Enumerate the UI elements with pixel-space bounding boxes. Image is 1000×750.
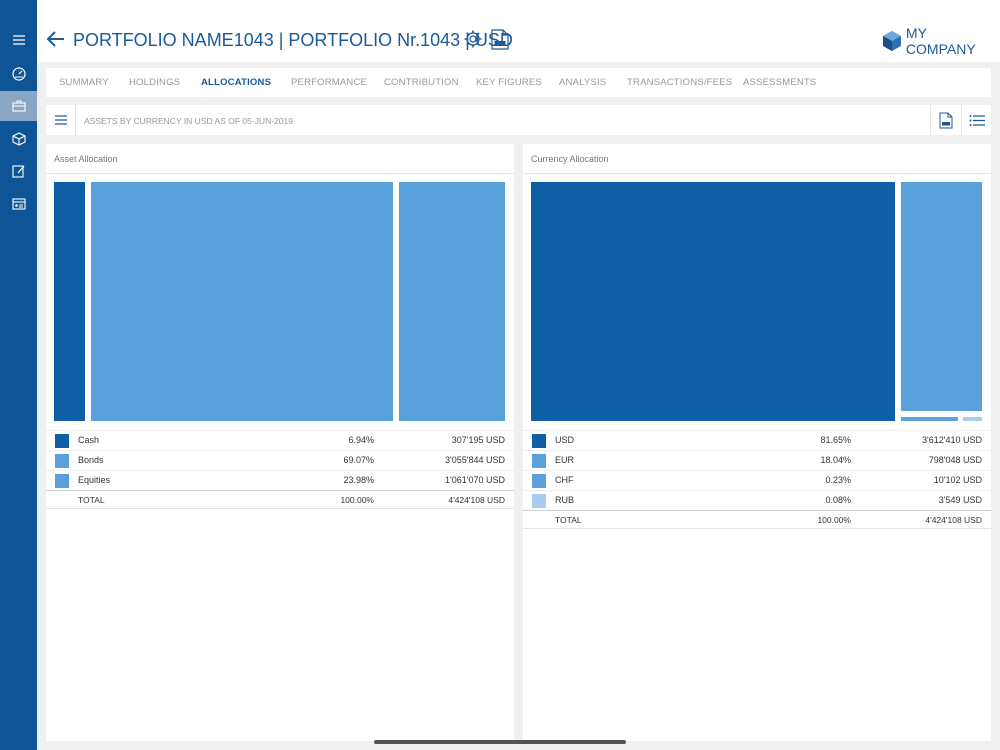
legend-swatch [532, 454, 546, 468]
legend-percent: 69.07% [343, 455, 374, 465]
briefcase-icon [11, 100, 26, 112]
hamburger-icon [54, 115, 67, 125]
company-name: MY COMPANY [905, 25, 976, 57]
cube-icon [11, 132, 26, 146]
panel-title: Currency Allocation [531, 154, 609, 164]
total-label: TOTAL [555, 515, 582, 525]
toolbar: ASSETS BY CURRENCY IN USD AS OF 05-JUN-2… [46, 105, 991, 135]
legend-swatch [55, 454, 69, 468]
id-card-icon [11, 198, 26, 210]
sidebar-item-portfolio[interactable] [0, 91, 37, 121]
sidebar-item-contacts[interactable] [0, 189, 37, 219]
treemap-tile-chf[interactable] [901, 417, 958, 421]
treemap-tile-eur[interactable] [901, 182, 982, 411]
legend-name: Bonds [78, 455, 104, 465]
total-value: 4'424'108 USD [925, 515, 982, 525]
treemap-tile-equities[interactable] [399, 182, 505, 421]
tab-analysis[interactable]: ANALYSIS [559, 77, 607, 88]
legend-percent: 81.65% [820, 435, 851, 445]
legend-row[interactable]: CHF 0.23% 10'102 USD [523, 470, 991, 489]
company-logo: MY COMPANY [881, 25, 1000, 57]
filter-menu-button[interactable] [46, 105, 76, 135]
legend-swatch [532, 474, 546, 488]
legend-swatch [55, 434, 69, 448]
pdf-export-icon[interactable] [491, 29, 509, 50]
menu-icon [12, 35, 25, 45]
total-percent: 100.00% [340, 495, 374, 505]
legend-swatch [532, 434, 546, 448]
total-row: TOTAL 100.00% 4'424'108 USD [46, 490, 514, 509]
currency-allocation-panel: Currency Allocation USD 81.65% 3'612'410… [523, 144, 991, 741]
tab-transactions-fees[interactable]: TRANSACTIONS/FEES [627, 77, 733, 88]
asset-treemap [54, 182, 506, 422]
legend-value: 3'549 USD [938, 495, 982, 505]
legend-percent: 23.98% [343, 475, 374, 485]
list-icon [969, 114, 985, 126]
legend-row[interactable]: EUR 18.04% 798'048 USD [523, 450, 991, 469]
home-indicator [374, 740, 626, 744]
legend-percent: 0.23% [825, 475, 851, 485]
tab-bar: SUMMARY HOLDINGS ALLOCATIONS PERFORMANCE… [46, 68, 991, 97]
legend-percent: 18.04% [820, 455, 851, 465]
treemap-tile-usd[interactable] [531, 182, 895, 421]
menu-button[interactable] [0, 25, 37, 55]
legend-value: 798'048 USD [928, 455, 982, 465]
legend-value: 3'612'410 USD [922, 435, 982, 445]
back-arrow-icon[interactable] [45, 28, 67, 50]
sidebar-item-orders[interactable] [0, 156, 37, 186]
tab-allocations[interactable]: ALLOCATIONS [201, 77, 272, 88]
pdf-icon [939, 112, 952, 128]
legend-row[interactable]: Bonds 69.07% 3'055'844 USD [46, 450, 514, 469]
list-view-button[interactable] [961, 105, 991, 135]
sidebar-item-products[interactable] [0, 124, 37, 154]
tab-performance[interactable]: PERFORMANCE [291, 77, 368, 88]
sidebar [0, 0, 37, 750]
treemap-tile-bonds[interactable] [91, 182, 393, 421]
legend-row[interactable]: Equities 23.98% 1'061'070 USD [46, 470, 514, 489]
legend-name: Cash [78, 435, 100, 445]
legend-value: 1'061'070 USD [445, 475, 505, 485]
legend-value: 10'102 USD [933, 475, 982, 485]
treemap-tile-rub[interactable] [963, 417, 982, 421]
tab-contribution[interactable]: CONTRIBUTION [384, 77, 459, 88]
company-logo-icon [882, 31, 901, 51]
legend-name: CHF [555, 475, 574, 485]
legend-row[interactable]: Cash 6.94% 307'195 USD [46, 430, 514, 449]
legend-swatch [55, 474, 69, 488]
header: PORTFOLIO NAME1043 | PORTFOLIO Nr.1043 |… [37, 0, 1000, 62]
dashboard-icon [11, 67, 26, 81]
page-title: PORTFOLIO NAME1043 | PORTFOLIO Nr.1043 |… [73, 30, 513, 50]
legend-name: EUR [555, 455, 575, 465]
sidebar-item-dashboard[interactable] [0, 59, 37, 89]
legend-name: RUB [555, 495, 575, 505]
total-value: 4'424'108 USD [448, 495, 505, 505]
legend-name: Equities [78, 475, 111, 485]
asset-allocation-panel: Asset Allocation Cash 6.94% 307'195 USD … [46, 144, 514, 741]
tab-key-figures[interactable]: KEY FIGURES [476, 77, 542, 88]
tab-holdings[interactable]: HOLDINGS [129, 77, 181, 88]
legend-value: 307'195 USD [451, 435, 505, 445]
edit-icon [11, 165, 24, 178]
legend-percent: 6.94% [348, 435, 374, 445]
pdf-button[interactable] [930, 105, 960, 135]
panel-title: Asset Allocation [54, 154, 118, 164]
legend-row[interactable]: USD 81.65% 3'612'410 USD [523, 430, 991, 449]
legend-value: 3'055'844 USD [445, 455, 505, 465]
tab-summary[interactable]: SUMMARY [59, 77, 109, 88]
currency-treemap [531, 182, 983, 422]
total-label: TOTAL [78, 495, 105, 505]
treemap-tile-cash[interactable] [54, 182, 85, 421]
tab-assessments[interactable]: ASSESSMENTS [743, 77, 817, 88]
legend-row[interactable]: RUB 0.08% 3'549 USD [523, 490, 991, 509]
total-percent: 100.00% [817, 515, 851, 525]
legend-percent: 0.08% [825, 495, 851, 505]
gear-icon[interactable] [463, 29, 483, 49]
total-row: TOTAL 100.00% 4'424'108 USD [523, 510, 991, 529]
legend-swatch [532, 494, 546, 508]
report-title: ASSETS BY CURRENCY IN USD AS OF 05-JUN-2… [84, 116, 293, 126]
legend-name: USD [555, 435, 575, 445]
